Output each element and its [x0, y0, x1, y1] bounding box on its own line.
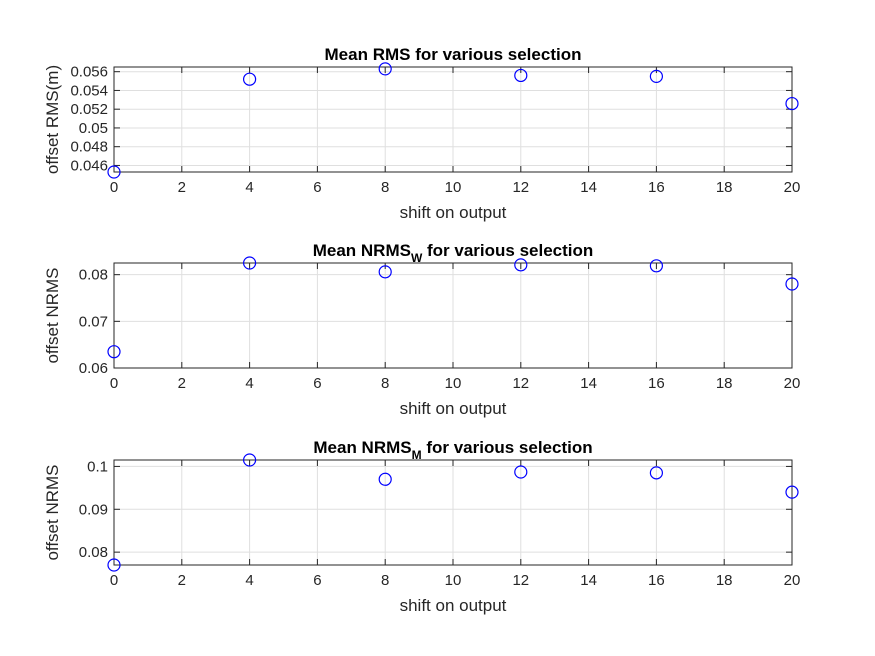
y-tick-label: 0.05	[79, 120, 108, 137]
x-tick-label: 2	[178, 179, 186, 196]
data-point	[378, 265, 392, 279]
x-tick-label: 6	[313, 572, 321, 589]
chart-title: Mean NRMSM for various selection	[313, 438, 592, 462]
x-tick-label: 20	[784, 375, 801, 392]
x-tick-label: 18	[716, 375, 733, 392]
x-tick-label: 14	[580, 179, 597, 196]
x-tick-label: 4	[245, 572, 253, 589]
x-tick-label: 6	[313, 179, 321, 196]
data-point	[649, 259, 664, 273]
data-point	[514, 465, 528, 479]
y-tick-label: 0.054	[70, 82, 108, 99]
x-tick-label: 16	[648, 375, 665, 392]
x-tick-label: 2	[178, 375, 186, 392]
data-point	[649, 69, 664, 83]
x-tick-label: 18	[716, 179, 733, 196]
x-tick-label: 8	[381, 572, 389, 589]
data-point	[378, 472, 392, 486]
y-tick-label: 0.046	[70, 157, 108, 174]
y-tick-label: 0.09	[79, 501, 108, 518]
data-point	[107, 165, 121, 179]
y-axis-label: offset RMS(m)	[43, 65, 62, 174]
y-tick-label: 0.07	[79, 313, 108, 330]
x-tick-label: 4	[245, 179, 253, 196]
x-tick-label: 20	[784, 179, 801, 196]
x-tick-label: 16	[648, 572, 665, 589]
x-tick-label: 12	[512, 179, 529, 196]
x-tick-label: 0	[110, 179, 118, 196]
x-tick-label: 16	[648, 179, 665, 196]
data-point	[243, 256, 257, 270]
chart-title: Mean RMS for various selection	[325, 45, 582, 64]
x-tick-label: 20	[784, 572, 801, 589]
chart-title: Mean NRMSW for various selection	[313, 241, 594, 265]
y-axis-label: offset NRMS	[43, 464, 62, 560]
y-tick-label: 0.08	[79, 267, 108, 284]
y-tick-label: 0.06	[79, 360, 108, 377]
y-tick-label: 0.056	[70, 64, 108, 81]
data-point	[107, 345, 121, 359]
data-point	[107, 558, 121, 572]
subplot-3: 0 2 4 6 8 10 12 14 16 18 20 0.08 0.09 0.1 Mean NRMSM f…	[43, 438, 800, 615]
x-tick-label: 18	[716, 572, 733, 589]
x-tick-label: 8	[381, 375, 389, 392]
x-tick-label: 2	[178, 572, 186, 589]
x-tick-label: 10	[445, 375, 462, 392]
data-point	[649, 466, 664, 480]
y-tick-label: 0.08	[79, 544, 108, 561]
x-tick-label: 0	[110, 375, 118, 392]
y-axis-label: offset NRMS	[43, 267, 62, 363]
data-point	[378, 62, 392, 76]
x-tick-label: 12	[512, 572, 529, 589]
x-axis-label: shift on output	[400, 203, 507, 222]
x-tick-label: 14	[580, 375, 597, 392]
x-axis-label: shift on output	[400, 596, 507, 615]
x-axis-label: shift on output	[400, 399, 507, 418]
y-tick-label: 0.048	[70, 139, 108, 156]
x-tick-label: 4	[245, 375, 253, 392]
x-tick-label: 6	[313, 375, 321, 392]
data-point	[785, 277, 799, 291]
data-point	[785, 485, 799, 499]
data-point	[514, 258, 528, 272]
x-tick-label: 10	[445, 179, 462, 196]
x-tick-label: 0	[110, 572, 118, 589]
x-tick-label: 12	[512, 375, 529, 392]
data-point	[514, 68, 528, 83]
x-tick-label: 8	[381, 179, 389, 196]
x-tick-label: 10	[445, 572, 462, 589]
subplot-2: 0 2 4 6 8 10 12 14 16 18 20 0.06 0.07 0.08 Mean NRMSW …	[43, 241, 800, 418]
x-tick-label: 14	[580, 572, 597, 589]
y-tick-label: 0.1	[87, 458, 108, 475]
data-point	[243, 72, 257, 86]
y-tick-label: 0.052	[70, 101, 108, 118]
data-point	[243, 453, 257, 467]
data-point	[785, 96, 799, 111]
